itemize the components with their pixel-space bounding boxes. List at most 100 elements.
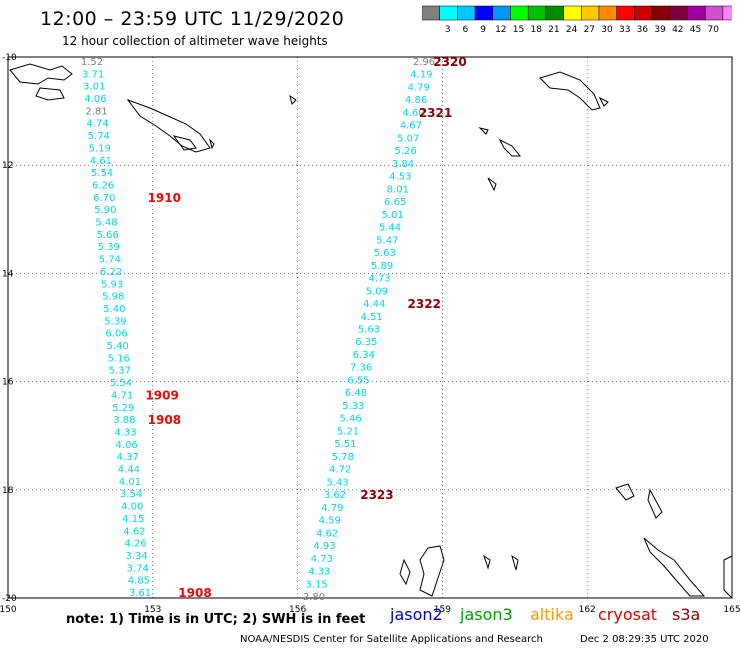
wave-height-value: 6.35 [355, 337, 377, 348]
utc-time-label: 1909 [145, 388, 178, 402]
wave-height-value: 4.53 [389, 172, 411, 183]
legend-label: 24 [566, 25, 578, 35]
footnote: note: 1) Time is in UTC; 2) SWH is in fe… [66, 612, 366, 627]
utc-time-label: 1910 [148, 191, 181, 205]
wave-height-value: 5.29 [112, 403, 134, 414]
lat-tick-label: -20 [2, 594, 17, 604]
utc-time-label: 2320 [433, 55, 466, 69]
wave-height-value: 6.26 [92, 180, 114, 191]
wave-height-value: 4.79 [408, 82, 430, 93]
wave-height-value: 5.16 [108, 353, 130, 364]
wave-height-value: 4.79 [321, 503, 343, 514]
wave-height-value: 4.60 [402, 108, 424, 119]
wave-height-value: 5.74 [88, 131, 110, 142]
wave-height-value: 6.48 [345, 388, 367, 399]
wave-height-value: 3.34 [126, 551, 148, 562]
legend-label: 21 [548, 25, 559, 35]
wave-height-value: 5.46 [340, 414, 362, 425]
wave-height-value: 4.61 [90, 156, 112, 167]
wave-height-value: 4.62 [123, 526, 145, 537]
legend-label: 33 [619, 25, 630, 35]
wave-height-value: 7.36 [350, 363, 372, 374]
wave-height-value: 4.06 [84, 94, 106, 105]
map-frame [7, 56, 733, 599]
wave-height-value: 2.96 [413, 57, 435, 68]
utc-time-label: 1908 [148, 413, 181, 427]
wave-height-value: 5.39 [98, 242, 120, 253]
wave-height-value: 3.15 [305, 579, 327, 590]
wave-height-value: 3.01 [83, 82, 105, 93]
wave-height-value: 2.81 [85, 106, 107, 117]
wave-height-value: 5.44 [379, 223, 401, 234]
credit-timestamp: Dec 2 08:29:35 UTC 2020 [580, 634, 709, 645]
lon-tick-label: 165 [723, 605, 740, 615]
legend-label: 6 [463, 25, 469, 35]
wave-height-value: 4.62 [316, 528, 338, 539]
wave-height-value: 4.26 [124, 539, 146, 550]
legend-label: 36 [637, 25, 649, 35]
wave-height-value: 5.63 [374, 248, 396, 259]
wave-height-value: 4.44 [363, 299, 385, 310]
coastlines [9, 63, 733, 600]
wave-height-value: 2.80 [303, 592, 325, 603]
legend-label: 39 [654, 25, 666, 35]
legend-label: 12 [495, 25, 506, 35]
legend-label: 3 [445, 25, 451, 35]
wave-height-value: 5.90 [94, 205, 116, 216]
wave-height-value: 5.74 [99, 255, 121, 266]
legend-swatch [722, 5, 732, 21]
wave-height-value: 5.07 [397, 133, 419, 144]
utc-time-label: 2321 [419, 106, 452, 120]
graticule [8, 57, 732, 598]
legend-label: 30 [601, 25, 613, 35]
wave-height-value: 3.61 [129, 588, 151, 599]
wave-height-value: 5.43 [326, 477, 348, 488]
wave-height-value: 5.33 [342, 401, 364, 412]
wave-height-value: 4.71 [111, 390, 133, 401]
wave-height-value: 4.93 [313, 541, 335, 552]
wave-height-value: 4.06 [115, 440, 137, 451]
wave-height-value: 5.54 [110, 378, 132, 389]
wave-height-value: 5.40 [107, 341, 129, 352]
legend-label: 27 [584, 25, 595, 35]
wave-height-value: 4.59 [319, 516, 341, 527]
map-title: 12:00 – 23:59 UTC 11/29/2020 [40, 8, 345, 30]
utc-time-label: 2323 [360, 488, 393, 502]
wave-height-value: 5.51 [334, 439, 356, 450]
legend-label: 45 [690, 25, 701, 35]
lon-tick-label: 156 [289, 605, 306, 615]
wave-height-value: 6.65 [384, 197, 406, 208]
wave-height-value: 3.74 [127, 563, 149, 574]
satellite-name: cryosat [598, 605, 658, 624]
legend-label: 9 [480, 25, 486, 35]
wave-height-value: 5.40 [103, 304, 125, 315]
wave-height-value: 6.70 [93, 193, 115, 204]
wave-height-value: 4.33 [114, 427, 136, 438]
satellite-name: jason2 [390, 605, 443, 624]
wave-height-value: 4.67 [400, 121, 422, 132]
credit-line: NOAA/NESDIS Center for Satellite Applica… [240, 634, 543, 645]
wave-height-value: 4.86 [405, 95, 427, 106]
wave-height-value: 5.26 [395, 146, 417, 157]
wave-height-value: 5.78 [332, 452, 354, 463]
wave-height-value: 4.01 [119, 477, 141, 488]
utc-time-label: 2322 [408, 297, 441, 311]
satellite-name: altika [530, 605, 574, 624]
wave-height-value: 1.52 [81, 57, 103, 68]
wave-height-value: 4.00 [121, 502, 143, 513]
wave-height-value: 5.93 [101, 279, 123, 290]
wave-height-value: 5.47 [376, 235, 398, 246]
satellite-track: 1.523.713.014.062.814.745.745.194.615.54… [81, 57, 151, 599]
wave-height-value: 5.09 [366, 286, 388, 297]
wave-height-value: 4.85 [128, 576, 150, 587]
wave-height-value: 4.19 [410, 70, 432, 81]
wave-height-value: 5.48 [95, 218, 117, 229]
wave-height-value: 3.88 [113, 415, 135, 426]
lat-tick-label: 12 [2, 161, 13, 171]
legend-label: 18 [530, 25, 542, 35]
wave-height-value: 3.71 [82, 69, 104, 80]
wave-height-value: 5.37 [109, 366, 131, 377]
lat-tick-label: -10 [2, 53, 17, 63]
legend-label: 42 [672, 25, 683, 35]
